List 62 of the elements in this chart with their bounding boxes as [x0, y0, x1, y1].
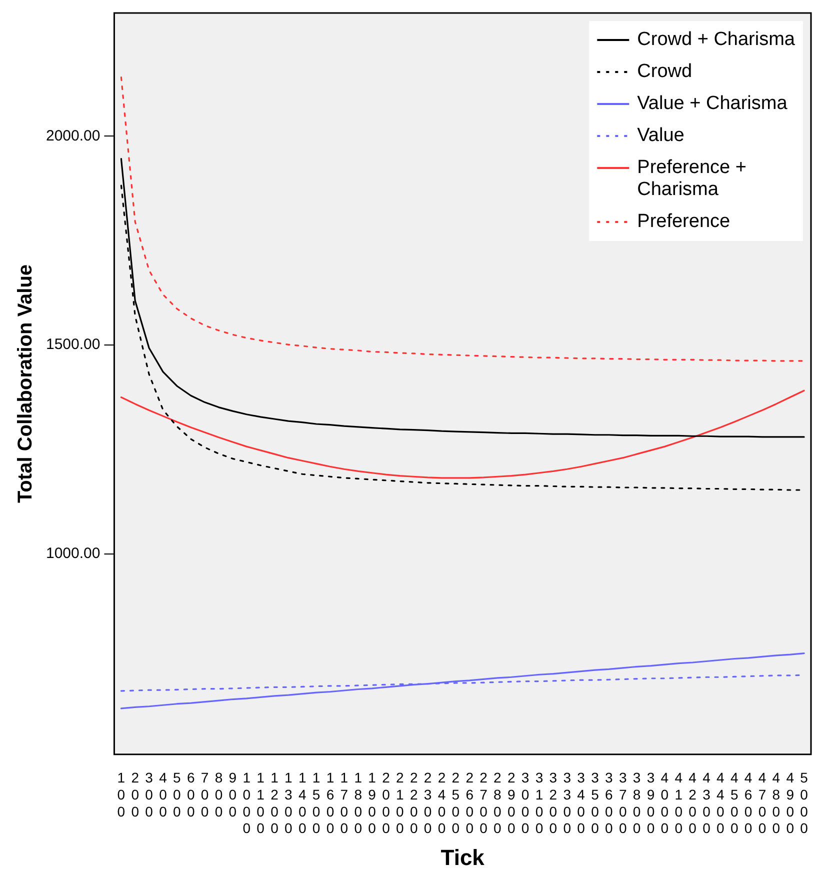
x-tick-label: 900	[228, 770, 237, 820]
x-tick-label: 4500	[730, 770, 738, 836]
y-axis-title: Total Collaboration Value	[14, 264, 37, 503]
x-tick-label: 2600	[466, 770, 474, 836]
x-tick-label: 3300	[563, 770, 572, 836]
legend-label: Crowd	[637, 61, 692, 82]
x-tick-label: 1200	[270, 770, 279, 836]
x-tick-label: 500	[173, 770, 182, 820]
x-tick-label: 1300	[284, 770, 293, 836]
x-tick-label: 1900	[368, 770, 376, 836]
x-tick-label: 300	[145, 770, 154, 820]
x-tick-label: 1400	[298, 770, 306, 836]
x-tick-label: 2400	[438, 770, 446, 836]
x-tick-label: 1700	[340, 770, 348, 836]
x-axis-title: Tick	[440, 844, 486, 870]
x-tick-label: 400	[159, 770, 168, 820]
x-tick-label: 3400	[577, 770, 586, 836]
x-tick-label: 1100	[256, 770, 265, 836]
x-tick-label: 4400	[716, 770, 725, 836]
x-tick-label: 2500	[452, 770, 460, 836]
x-tick-label: 3200	[549, 770, 558, 836]
legend-label: Crowd + Charisma	[637, 29, 796, 50]
x-tick-label: 600	[186, 770, 195, 820]
x-tick-label: 2000	[382, 770, 390, 836]
legend-label: Preference	[637, 211, 730, 232]
x-tick-label: 2700	[480, 770, 488, 836]
x-tick-label: 4000	[660, 770, 669, 836]
x-tick-label: 3000	[521, 770, 530, 836]
x-tick-label: 1800	[354, 770, 362, 836]
x-tick-label: 2300	[424, 770, 432, 836]
x-tick-label: 2100	[396, 770, 404, 836]
legend-label: Value + Charisma	[637, 93, 788, 114]
x-tick-label: 200	[131, 770, 140, 820]
x-tick-label: 2800	[494, 770, 502, 836]
x-tick-label: 700	[200, 770, 209, 820]
x-tick-label: 4800	[772, 770, 780, 836]
x-tick-label: 4900	[786, 770, 794, 836]
y-tick-label: 2000.00	[46, 127, 100, 144]
x-tick-label: 4700	[758, 770, 766, 836]
x-tick-label: 3800	[632, 770, 641, 836]
legend-label: Value	[637, 125, 684, 146]
x-tick-label: 3700	[618, 770, 627, 836]
x-tick-label: 5000	[800, 770, 808, 836]
x-tick-label: 800	[214, 770, 223, 820]
legend-label: Preference + Charisma	[637, 157, 746, 200]
x-tick-label: 4300	[702, 770, 711, 836]
x-tick-label: 1500	[312, 770, 320, 836]
x-tick-label: 3600	[605, 770, 614, 836]
x-tick-label: 3100	[535, 770, 544, 836]
x-tick-label: 3900	[646, 770, 655, 836]
x-tick-label: 1600	[326, 770, 334, 836]
x-tick-label: 4600	[744, 770, 752, 836]
x-tick-label: 100	[117, 770, 126, 820]
line-series	[120, 76, 805, 362]
y-tick-label: 1000.00	[46, 545, 100, 562]
x-tick-label: 4100	[674, 770, 683, 836]
x-tick-label: 2200	[410, 770, 418, 836]
x-tick-label: 3500	[591, 770, 600, 836]
x-tick-label: 1000	[242, 770, 251, 836]
y-tick-label: 1500.00	[46, 336, 100, 354]
x-tick-label: 4200	[688, 770, 697, 836]
x-tick-label: 2900	[507, 770, 516, 836]
